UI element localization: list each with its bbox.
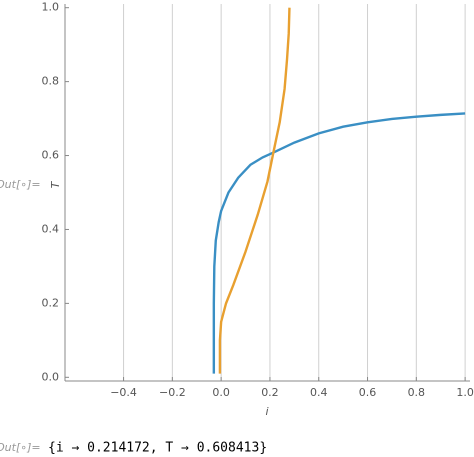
y-tick-label: 1.0 bbox=[42, 1, 60, 14]
curve bbox=[212, 112, 466, 374]
x-tick-label: 0.0 bbox=[212, 386, 230, 399]
y-tick-label: 0.4 bbox=[42, 222, 60, 235]
x-tick-label: −0.2 bbox=[159, 386, 186, 399]
y-tick-label: 0.2 bbox=[42, 296, 60, 309]
curve bbox=[218, 7, 291, 374]
x-tick-label: 1.0 bbox=[456, 386, 474, 399]
x-axis-label: i bbox=[265, 405, 268, 418]
x-tick-label: 0.4 bbox=[310, 386, 328, 399]
out-label: Out[∘]= bbox=[0, 441, 41, 454]
y-tick-label: 0.0 bbox=[42, 370, 60, 383]
y-tick-label: 0.8 bbox=[42, 75, 60, 88]
x-tick-label: 0.8 bbox=[408, 386, 426, 399]
x-tick-label: −0.4 bbox=[110, 386, 137, 399]
x-tick-label: 0.2 bbox=[261, 386, 279, 399]
y-axis-label: T bbox=[49, 180, 62, 188]
out-label: Out[∘]= bbox=[0, 178, 41, 191]
y-tick-label: 0.6 bbox=[42, 149, 60, 162]
x-tick-label: 0.6 bbox=[359, 386, 377, 399]
output-text: {i → 0.214172, T → 0.608413} bbox=[48, 441, 267, 456]
